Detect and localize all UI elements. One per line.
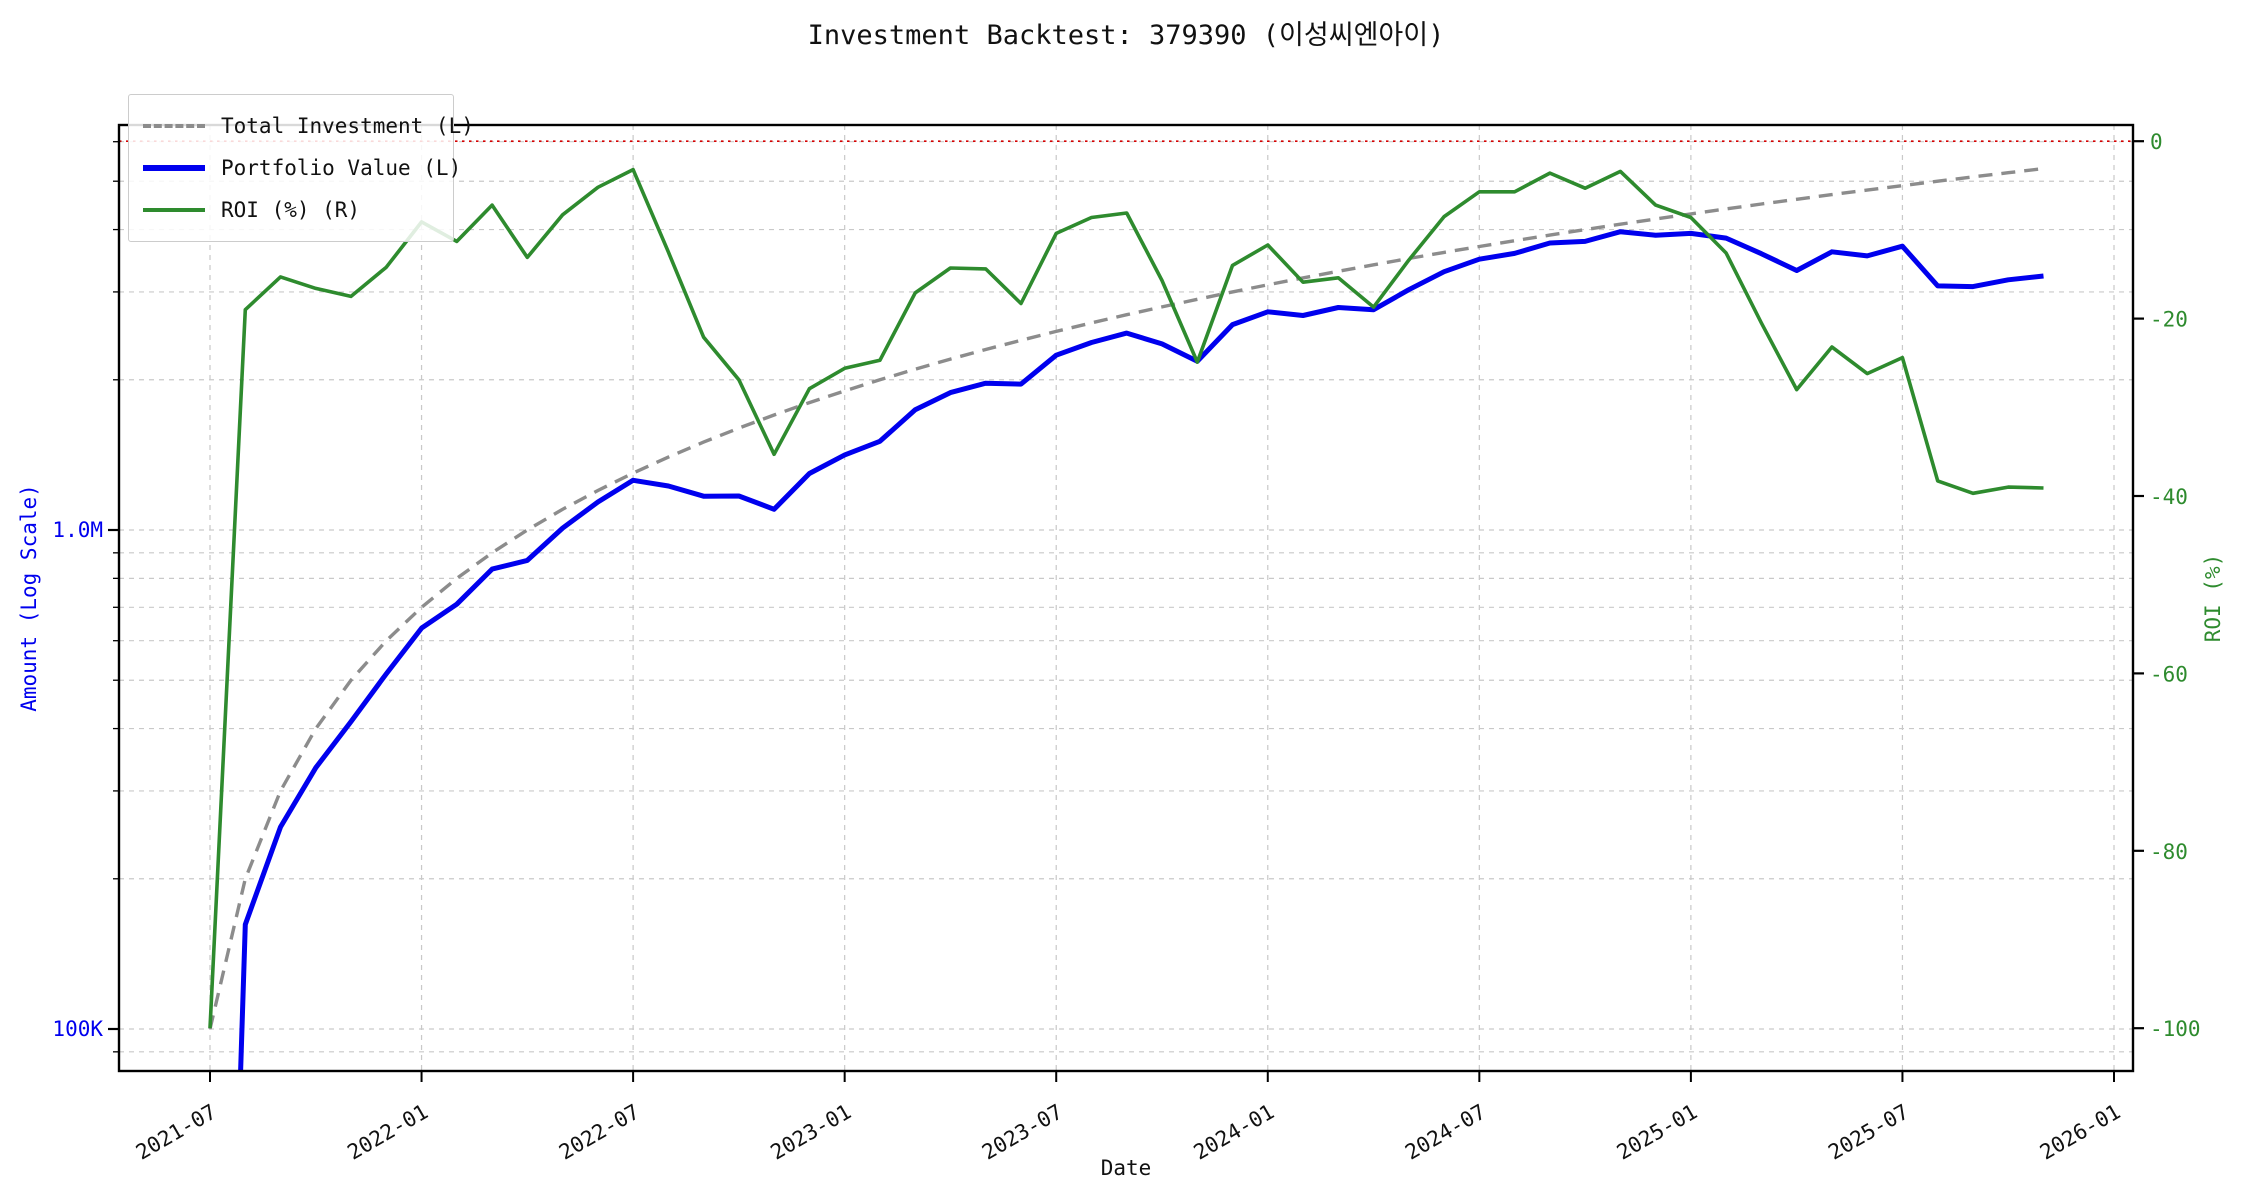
x-tick-label: 2021-07 (132, 1100, 221, 1165)
y-left-tick-label: 1.0M (52, 518, 103, 542)
y-left-axis-label: Amount (Log Scale) (17, 484, 41, 712)
x-tick-label: 2025-07 (1824, 1100, 1913, 1165)
legend-item-total-investment: Total Investment (L) (143, 105, 474, 147)
x-tick-label: 2025-01 (1613, 1100, 1702, 1165)
x-tick-label: 2024-07 (1401, 1100, 1490, 1165)
legend-swatch-blue-line (143, 165, 205, 171)
legend-item-roi: ROI (%) (R) (143, 189, 439, 231)
roi-line (208, 167, 2044, 1029)
series-layer (119, 140, 2133, 1071)
x-tick-label: 2022-07 (555, 1100, 644, 1165)
legend: Total Investment (L) Portfolio Value (L)… (128, 94, 474, 242)
grid-layer (119, 125, 2133, 1071)
legend-label: ROI (%) (R) (221, 198, 361, 222)
y-right-tick-label: -40 (2150, 485, 2188, 509)
x-tick-label: 2023-01 (767, 1100, 856, 1165)
y-right-tick-label: -20 (2150, 308, 2188, 332)
chart-title: Investment Backtest: 379390 (이성씨엔아이) (808, 20, 1445, 51)
legend-swatch-green-line (143, 208, 205, 212)
x-tick-label: 2026-01 (2036, 1100, 2125, 1165)
legend-swatch-dashed-gray-line (143, 124, 205, 128)
y-right-tick-label: -60 (2150, 662, 2188, 686)
plot-border (117, 123, 2135, 1073)
x-tick-label: 2023-07 (978, 1100, 1067, 1165)
tick-layer: 2021-07 2022-01 2022-07 2023-01 2023-07 2024-… (52, 130, 2200, 1164)
y-right-tick-label: -100 (2150, 1017, 2201, 1041)
y-right-tick-label: 0 (2150, 130, 2163, 154)
portfolio-value-line (238, 229, 2044, 1071)
legend-item-portfolio-value: Portfolio Value (L) (143, 147, 461, 189)
x-axis-label: Date (1101, 1156, 1152, 1180)
total-investment-line (208, 166, 2044, 1030)
x-tick-label: 2022-01 (343, 1100, 432, 1165)
y-right-tick-label: -80 (2150, 840, 2188, 864)
y-right-axis-label: ROI (%) (2201, 554, 2225, 643)
legend-label: Portfolio Value (L) (221, 156, 462, 180)
y-left-tick-label: 100K (52, 1017, 103, 1041)
legend-label: Total Investment (L) (221, 114, 474, 138)
x-tick-label: 2024-01 (1190, 1100, 1279, 1165)
